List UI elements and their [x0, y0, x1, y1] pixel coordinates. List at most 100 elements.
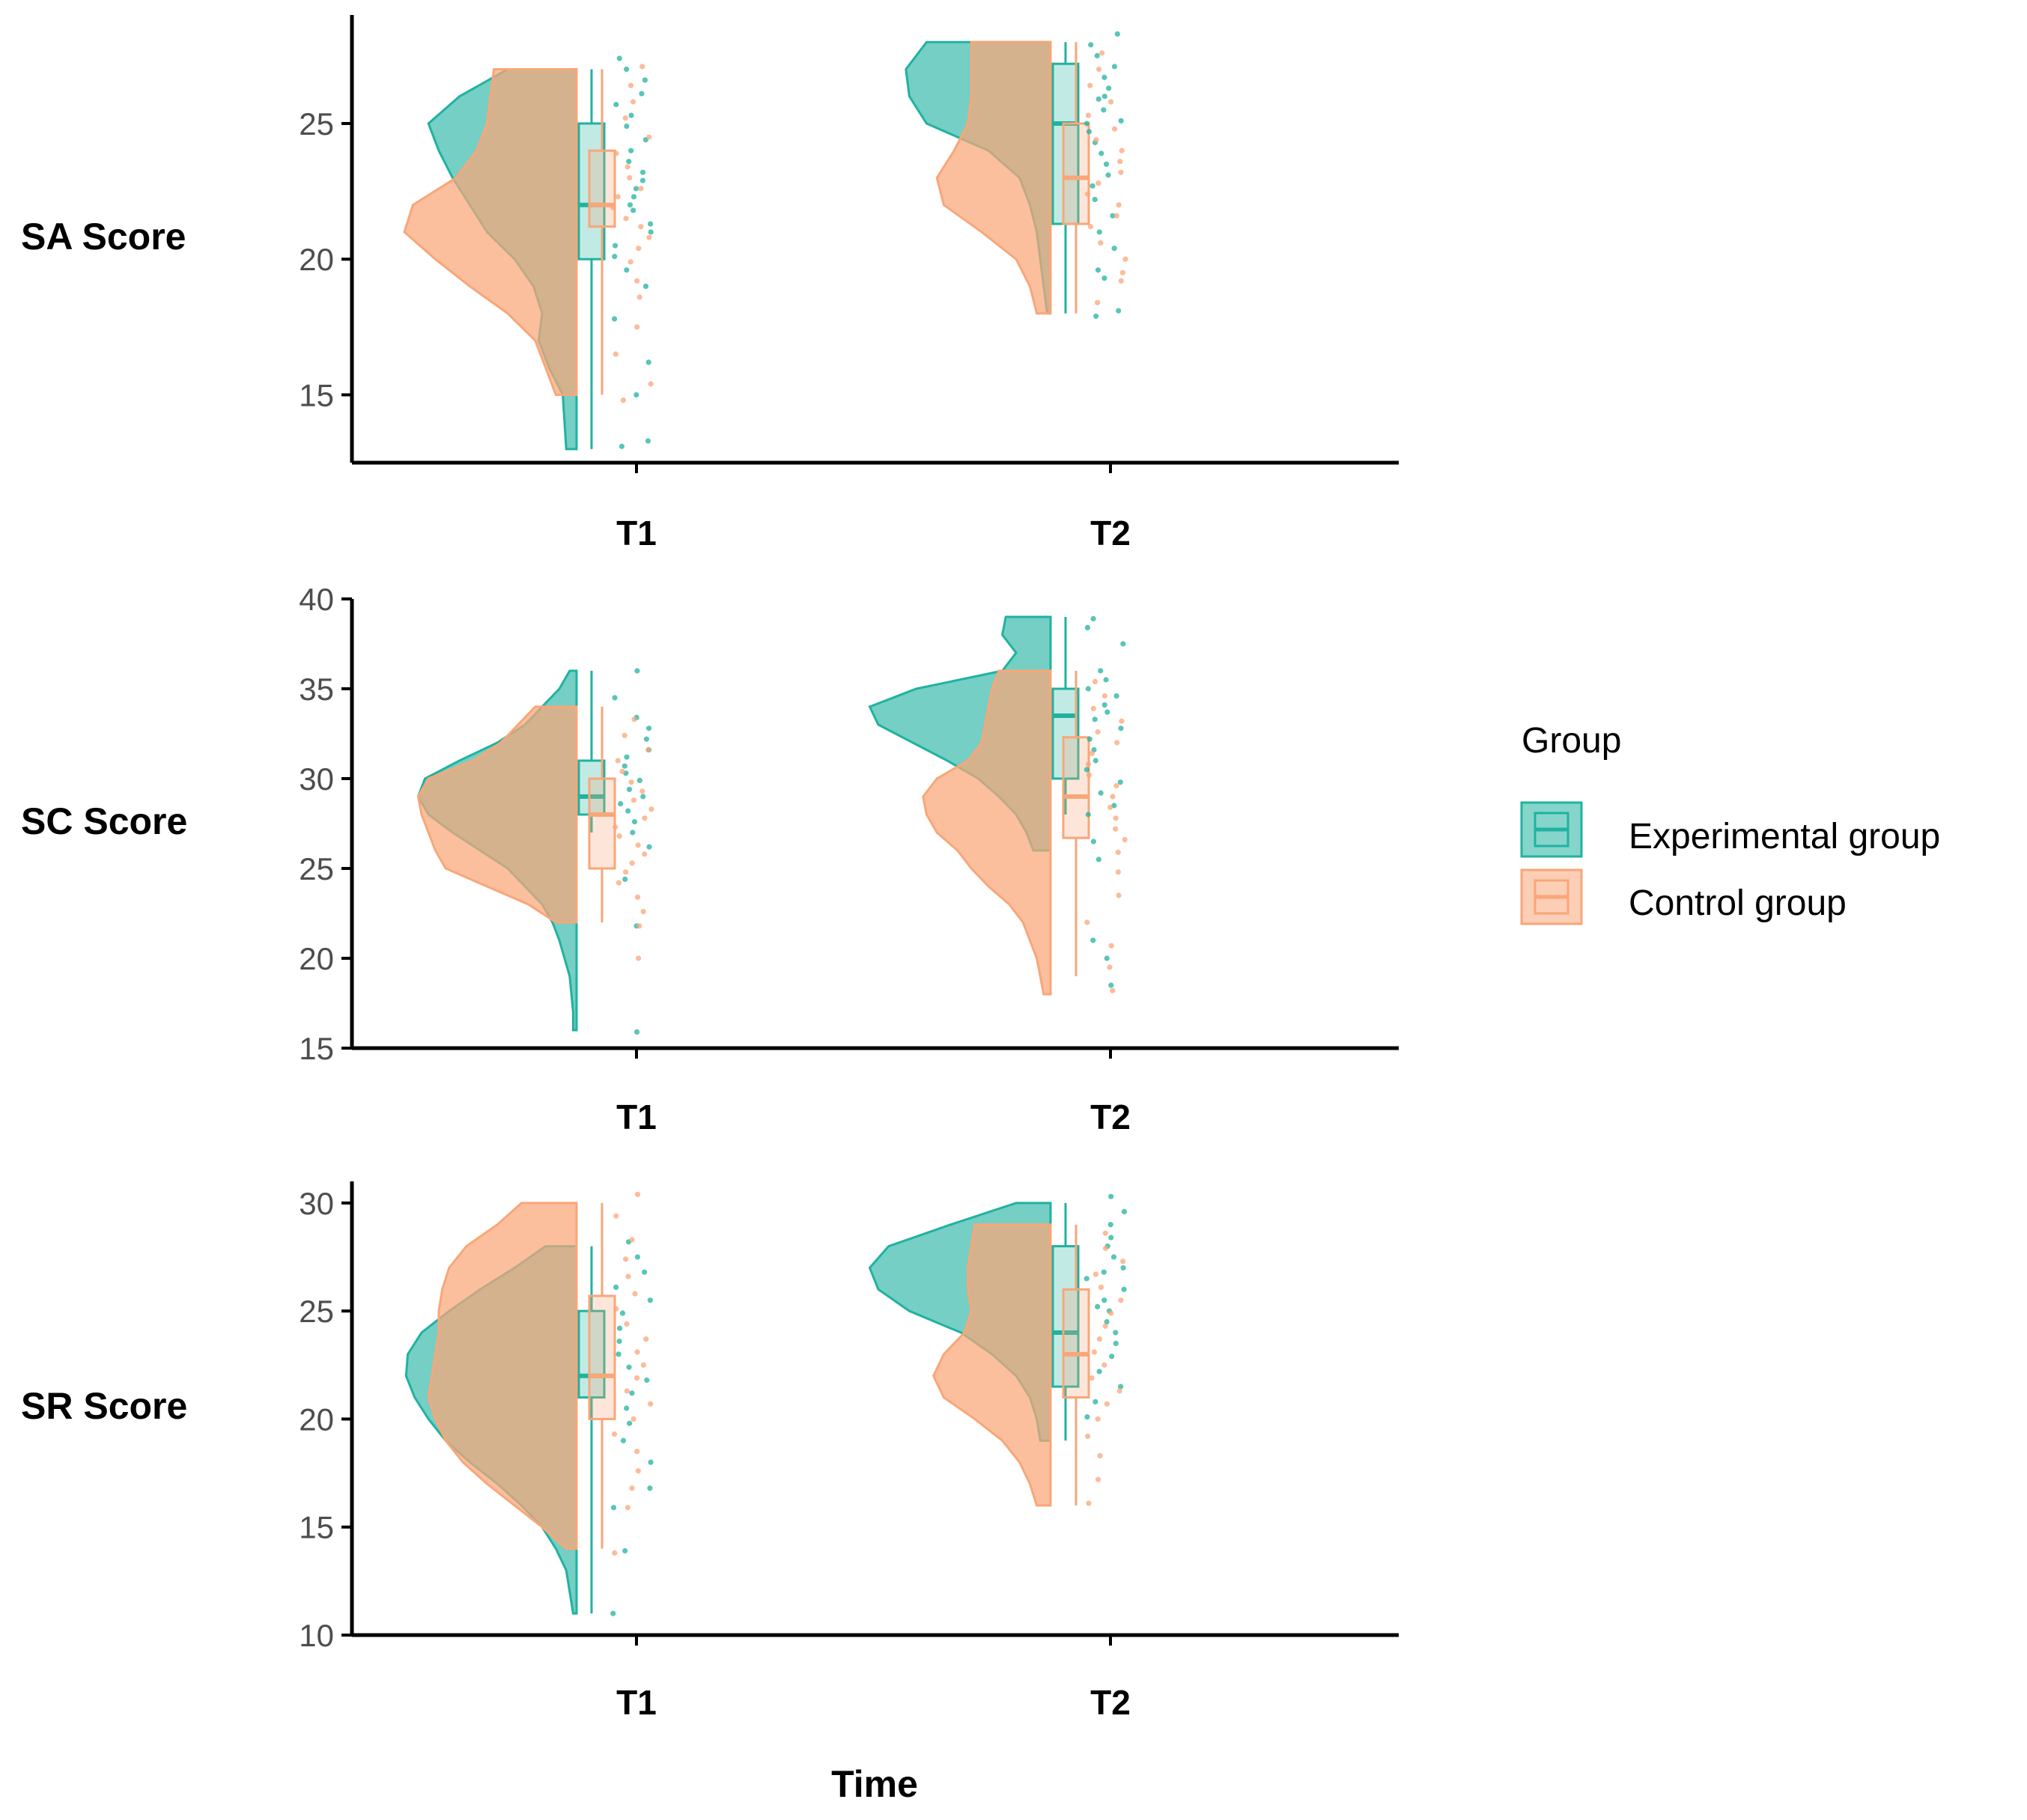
x-tick-label: T2: [1090, 1683, 1131, 1722]
control-point-t1: [639, 64, 645, 70]
control-point-t2: [1113, 213, 1119, 219]
x-tick-label: T2: [1090, 1098, 1131, 1136]
control-point-t2: [1114, 740, 1120, 746]
control-point-t1: [615, 758, 621, 764]
experimental-point-t2: [1101, 107, 1107, 113]
control-box-t2: [1062, 122, 1090, 225]
control-point-t1: [615, 194, 621, 200]
control-point-t1: [645, 747, 651, 753]
experimental-point-t2: [1120, 641, 1126, 647]
control-point-t1: [624, 1321, 630, 1327]
experimental-point-t2: [1117, 779, 1123, 785]
control-point-t2: [1122, 837, 1128, 843]
legend-label-control: Control group: [1629, 883, 1847, 923]
x-tick-label: T2: [1090, 514, 1131, 553]
experimental-point-t2: [1111, 64, 1118, 70]
control-point-t2: [1110, 987, 1116, 993]
experimental-point-t1: [630, 830, 636, 836]
panel-sc-score: 15 20 25 30 35 40 SC Score T1 T2: [21, 582, 1399, 1136]
experimental-point-t1: [613, 102, 619, 108]
control-point-t2: [1095, 66, 1102, 73]
control-point-t2: [1119, 270, 1125, 276]
experimental-point-t2: [1098, 790, 1104, 796]
experimental-point-t1: [645, 725, 652, 731]
control-density-t2: [932, 1223, 1052, 1507]
control-point-t1: [648, 806, 654, 812]
control-point-t1: [636, 294, 642, 300]
control-density-t1: [403, 67, 578, 396]
control-point-t2: [1120, 1259, 1126, 1264]
control-point-t1: [634, 1449, 640, 1455]
control-point-t2: [1107, 804, 1113, 810]
control-point-t1: [646, 134, 652, 140]
control-point-t1: [623, 216, 629, 222]
experimental-point-t1: [645, 438, 651, 444]
control-point-t1: [629, 860, 635, 866]
y-tick-label: 20: [299, 941, 334, 976]
control-point-t1: [640, 1362, 647, 1368]
legend-title: Group: [1522, 721, 1621, 761]
experimental-point-t2: [1090, 937, 1096, 943]
experimental-point-t2: [1090, 839, 1096, 844]
experimental-point-t1: [616, 1351, 622, 1357]
experimental-point-t1: [634, 1254, 641, 1260]
experimental-point-t2: [1116, 308, 1122, 314]
legend-item-control: Control group: [1520, 868, 1847, 925]
experimental-point-t1: [639, 91, 645, 97]
experimental-point-t1: [612, 253, 618, 260]
control-point-t2: [1097, 1452, 1103, 1459]
experimental-point-t2: [1087, 736, 1092, 742]
experimental-point-t2: [1101, 74, 1107, 80]
experimental-point-t1: [647, 1485, 653, 1491]
y-axis-title: SC Score: [21, 800, 187, 842]
control-point-t1: [632, 1291, 638, 1297]
experimental-point-t1: [648, 229, 654, 235]
control-density-t2: [935, 40, 1052, 315]
y-tick-label: 20: [299, 242, 334, 277]
control-point-t1: [625, 1273, 631, 1279]
x-tick-label: T1: [616, 1683, 657, 1722]
control-point-t2: [1111, 126, 1118, 132]
y-tick-label: 15: [299, 377, 334, 413]
experimental-point-t2: [1085, 812, 1091, 818]
experimental-point-t2: [1084, 1276, 1090, 1282]
experimental-point-t2: [1096, 229, 1102, 235]
control-point-t1: [624, 1388, 630, 1394]
control-point-t1: [648, 381, 654, 387]
control-point-t2: [1092, 1271, 1098, 1277]
control-point-t2: [1107, 99, 1114, 105]
experimental-point-t2: [1104, 709, 1110, 715]
control-point-t2: [1101, 693, 1107, 699]
control-point-t2: [1113, 815, 1119, 821]
control-point-t2: [1085, 761, 1092, 767]
experimental-point-t1: [624, 267, 630, 273]
y-tick-label: 35: [299, 672, 334, 707]
legend-item-experimental: Experimental group: [1520, 801, 1940, 858]
experimental-point-t2: [1086, 129, 1092, 135]
control-point-t2: [1115, 849, 1121, 855]
control-point-t2: [1095, 299, 1101, 305]
control-point-t1: [622, 869, 629, 875]
control-point-t2: [1108, 943, 1114, 949]
experimental-point-t1: [641, 1269, 648, 1275]
experimental-point-t2: [1084, 121, 1090, 127]
control-point-t1: [611, 1431, 618, 1437]
experimental-box-t2: [1051, 62, 1080, 225]
experimental-box-t2: [1051, 687, 1080, 780]
control-point-t1: [630, 1416, 636, 1422]
control-point-t1: [624, 164, 630, 170]
experimental-point-t1: [645, 359, 651, 365]
control-point-t1: [633, 1375, 640, 1381]
control-point-t2: [1098, 1284, 1104, 1290]
control-point-t2: [1095, 729, 1101, 735]
experimental-point-t1: [630, 207, 636, 213]
control-point-t1: [610, 204, 616, 210]
control-point-t1: [613, 1306, 619, 1312]
control-point-t2: [1089, 1375, 1095, 1381]
experimental-point-t1: [647, 221, 654, 227]
control-point-t2: [1107, 964, 1113, 970]
experimental-point-t2: [1110, 213, 1116, 219]
experimental-point-t2: [1093, 313, 1099, 319]
control-point-t2: [1118, 1297, 1124, 1303]
experimental-point-t1: [626, 159, 632, 165]
